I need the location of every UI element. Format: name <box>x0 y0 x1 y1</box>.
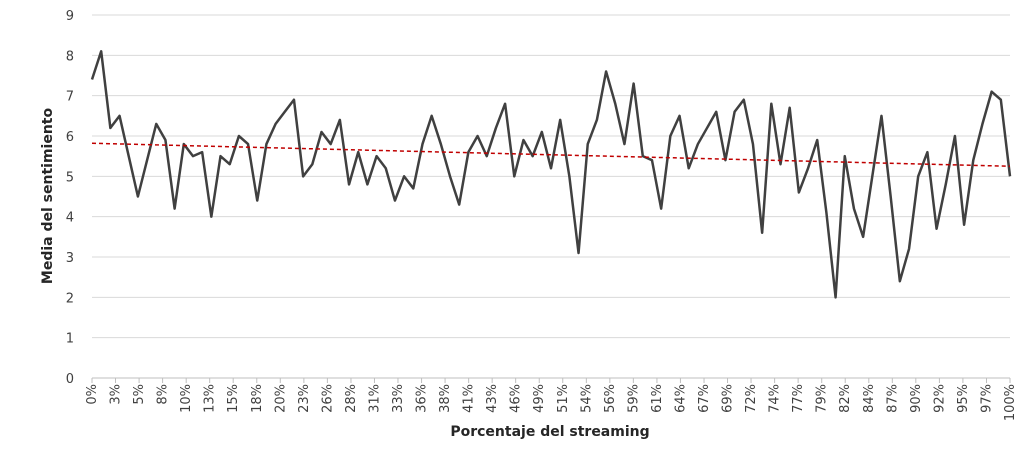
x-tick-label: 82% <box>838 384 853 413</box>
x-tick-label: 33% <box>391 384 406 413</box>
y-tick-label: 8 <box>66 49 74 64</box>
x-tick-label: 15% <box>226 384 241 413</box>
x-tick-label: 77% <box>791 384 806 413</box>
x-tick-label: 46% <box>509 384 524 413</box>
x-axis-title: Porcentaje del streaming <box>450 424 649 440</box>
x-tick-label: 8% <box>156 384 171 405</box>
line <box>90 50 1012 299</box>
x-tick-label: 54% <box>579 384 594 413</box>
x-tick-label: 67% <box>697 384 712 413</box>
y-tick-label: 7 <box>66 90 74 105</box>
y-tick-label: 4 <box>66 211 74 226</box>
y-tick-label: 1 <box>66 332 74 347</box>
trendline <box>91 142 1011 167</box>
x-tick-label: 28% <box>344 384 359 413</box>
x-tick-label: 26% <box>320 384 335 413</box>
x-tick-label: 61% <box>650 384 665 413</box>
x-tick-label: 87% <box>885 384 900 413</box>
x-tick-label: 51% <box>556 384 571 413</box>
x-tick-label: 36% <box>415 384 430 413</box>
x-tick-label: 49% <box>532 384 547 413</box>
x-tick-label: 18% <box>250 384 265 413</box>
x-tick-label: 59% <box>626 384 641 413</box>
x-tick-label: 13% <box>203 384 218 413</box>
x-tick-label: 92% <box>932 384 947 413</box>
x-tick-label: 43% <box>485 384 500 413</box>
x-tick-label: 5% <box>132 384 147 405</box>
x-tick-label: 56% <box>603 384 618 413</box>
x-tick-label: 90% <box>909 384 924 413</box>
x-tick-label: 64% <box>673 384 688 413</box>
y-axis-title: Media del sentimiento <box>40 108 56 285</box>
x-tick-label: 3% <box>109 384 124 405</box>
x-tick-label: 10% <box>179 384 194 413</box>
y-tick-label: 6 <box>66 130 74 145</box>
y-tick-label: 5 <box>66 170 74 185</box>
x-tick-label: 97% <box>979 384 994 413</box>
y-tick-label: 0 <box>66 372 74 387</box>
x-tick-label: 95% <box>956 384 971 413</box>
x-tick-label: 74% <box>768 384 783 413</box>
x-tick-label: 0% <box>85 384 100 405</box>
y-tick-label: 9 <box>66 9 74 24</box>
x-tick-label: 31% <box>367 384 382 413</box>
x-tick-label: 79% <box>815 384 830 413</box>
y-tick-label: 3 <box>66 251 74 266</box>
y-tick-label: 2 <box>66 291 74 306</box>
x-tick-label: 41% <box>462 384 477 413</box>
x-tick-label: 23% <box>297 384 312 413</box>
x-tick-label: 72% <box>744 384 759 413</box>
x-tick-label: 20% <box>273 384 288 413</box>
x-tick-label: 69% <box>721 384 736 413</box>
x-tick-label: 38% <box>438 384 453 413</box>
x-tick-label: 100% <box>1003 384 1018 421</box>
x-tick-label: 84% <box>862 384 877 413</box>
